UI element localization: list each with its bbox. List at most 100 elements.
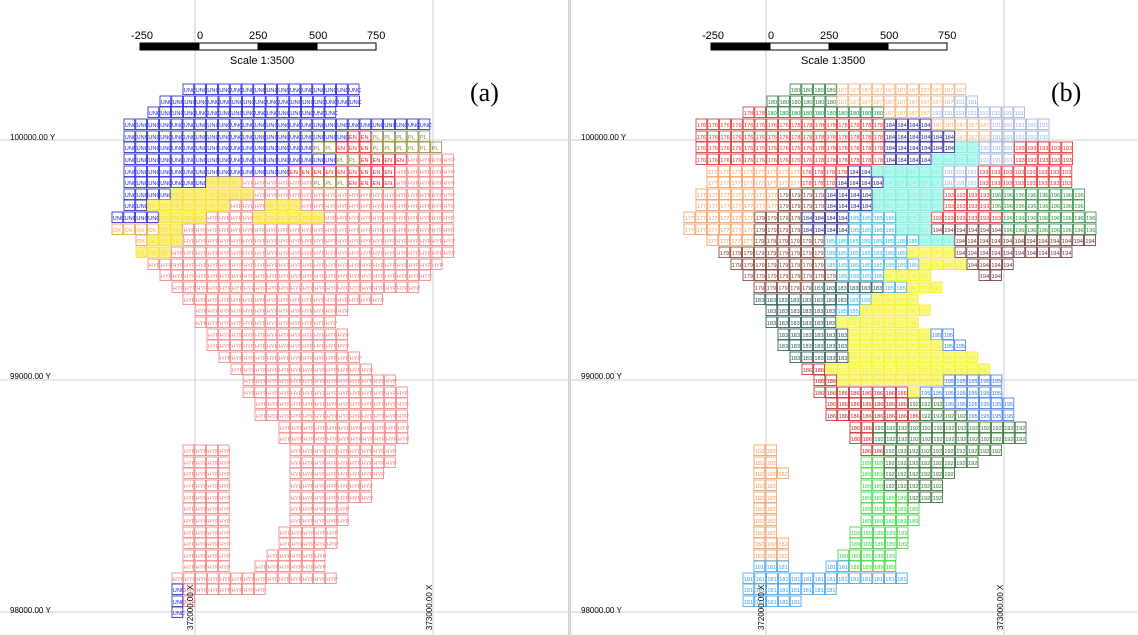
block-cell-code: 193 (956, 193, 965, 199)
block-cell-code: 192 (886, 426, 895, 432)
block-cell-code: 183 (814, 356, 823, 362)
block-cell-code: HYP (208, 321, 220, 327)
block-cell (336, 502, 349, 515)
block-cell (1013, 106, 1025, 119)
block-cell-code: 184 (921, 135, 930, 141)
block-cell (848, 141, 861, 154)
block-cell (754, 106, 767, 119)
block-cell-code: 178 (838, 170, 847, 176)
panel-label: (a) (470, 78, 499, 107)
block-cell-code: HYP (362, 402, 374, 408)
block-cell-code: 179 (826, 274, 835, 280)
block-cell-code: UNC (219, 158, 231, 164)
block-cell-code: 179 (779, 263, 788, 269)
block-cell (742, 211, 755, 224)
block-cell-code: 195 (957, 402, 966, 408)
block-cell (872, 153, 885, 166)
block-cell-code: HYP (255, 356, 267, 362)
block-cell-code: 176 (779, 135, 788, 141)
block-cell-code: HYP (196, 542, 208, 548)
block-cell-code: 186 (862, 402, 871, 408)
block-cell-code: 189 (850, 565, 859, 571)
block-cell (348, 409, 361, 422)
block-cell (765, 234, 778, 247)
block-cell-fill (873, 189, 884, 200)
block-cell (372, 467, 384, 480)
block-cell-code: 178 (815, 146, 824, 152)
block-cell-code: HYP (374, 414, 386, 420)
block-cell-code: CY (874, 204, 882, 210)
block-cell (278, 397, 290, 410)
block-cell-code: 176 (768, 123, 777, 129)
block-cell-code: 196 (1015, 193, 1024, 199)
block-cell (943, 118, 955, 131)
block-cell-code: 179 (743, 251, 752, 257)
block-cell-fill (183, 200, 194, 211)
block-cell (418, 118, 431, 131)
block-cell (766, 141, 779, 154)
block-cell (206, 304, 219, 317)
block-cell (730, 118, 743, 131)
block-cell-fill (159, 235, 171, 246)
block-cell (194, 176, 207, 189)
block-cell (135, 118, 148, 131)
block-cell-code: 185 (885, 263, 894, 269)
block-cell-code: 181 (767, 588, 776, 594)
block-cell-code: 195 (968, 402, 977, 408)
block-cell-fill (147, 235, 159, 246)
block-cell-code: TR (956, 356, 963, 362)
block-cell-code: 193 (1063, 146, 1072, 152)
block-cell-code: 181 (767, 565, 776, 571)
block-cell-code: HYP (208, 344, 220, 350)
block-cell (418, 176, 431, 189)
block-cell (360, 467, 372, 480)
block-cell (741, 234, 754, 247)
block-cell-code: 194 (1027, 251, 1036, 257)
block-cell-code: 177 (756, 204, 765, 210)
block-cell (265, 246, 277, 259)
block-cell-code: 193 (1039, 158, 1048, 164)
block-cell-code: 187 (850, 100, 859, 106)
block-cell (324, 95, 337, 108)
block-cell-code: HYP (408, 263, 420, 269)
block-cell (871, 234, 884, 247)
block-cell-code: HYP (432, 239, 444, 245)
block-cell (955, 118, 967, 131)
block-cell-code: 183 (790, 298, 799, 304)
block-cell-code: 180 (791, 88, 800, 94)
block-cell-code: 184 (921, 123, 930, 129)
block-cell (230, 363, 243, 376)
block-cell-code: HYP (220, 274, 232, 280)
block-cell-code: HYP (314, 356, 326, 362)
block-cell-code: TR (160, 204, 167, 210)
block-cell (289, 95, 301, 108)
block-cell-code: HYP (444, 251, 456, 257)
block-cell-code: HYP (255, 204, 267, 210)
block-cell-code: 183 (802, 321, 811, 327)
block-cell (813, 211, 826, 224)
block-cell-code: 195 (980, 391, 989, 397)
block-cell-code: HYP (349, 204, 361, 210)
block-cell-fill (943, 154, 955, 165)
block-cell-code: 186 (874, 402, 883, 408)
block-cell-code: 187 (956, 88, 965, 94)
block-cell-code: HYP (243, 204, 255, 210)
block-cell-code: UNC (243, 111, 255, 117)
block-cell-code: 176 (744, 123, 753, 129)
block-cell-code: HYP (255, 193, 267, 199)
block-cell-code: 191 (1004, 135, 1013, 141)
block-cell-code: PL (408, 146, 415, 152)
block-cell-code: UNC (290, 111, 302, 117)
block-cell-code: HYP (420, 158, 432, 164)
block-cell-code: UNC (326, 100, 338, 106)
block-cell-code: UNC (173, 588, 185, 594)
block-cell (300, 304, 313, 317)
block-cell (1025, 118, 1038, 131)
block-cell-code: UNC (125, 170, 137, 176)
block-cell-code: 179 (790, 239, 799, 245)
block-cell-code: 189 (874, 565, 883, 571)
block-cell-code: HYP (232, 577, 244, 583)
block-cell-code: 184 (886, 123, 895, 129)
block-cell-code: TR (897, 368, 904, 374)
block-cell-code: 180 (791, 111, 800, 117)
